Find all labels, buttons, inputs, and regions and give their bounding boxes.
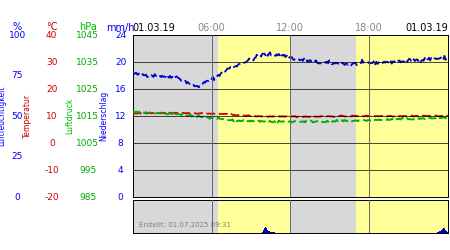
Bar [264, 228, 265, 232]
Bar [290, 200, 356, 232]
Text: 20: 20 [46, 84, 58, 94]
Bar [446, 231, 447, 232]
Bar [445, 230, 446, 232]
Text: 1035: 1035 [76, 58, 99, 66]
Text: -10: -10 [45, 166, 59, 174]
Text: 40: 40 [46, 30, 58, 40]
Text: 01.03.19: 01.03.19 [133, 24, 176, 34]
Text: Luftdruck: Luftdruck [65, 98, 74, 134]
Bar [133, 200, 218, 232]
Text: 12: 12 [115, 112, 126, 120]
Text: 1045: 1045 [76, 30, 99, 40]
Text: °C: °C [46, 22, 58, 32]
Bar [356, 35, 448, 197]
Text: 985: 985 [79, 192, 96, 202]
Bar [266, 228, 267, 232]
Bar [218, 35, 290, 197]
Text: 1015: 1015 [76, 112, 99, 120]
Text: 25: 25 [11, 152, 23, 161]
Text: 1005: 1005 [76, 138, 99, 147]
Text: 0: 0 [14, 192, 20, 202]
Text: Niederschlag: Niederschlag [99, 91, 108, 141]
Text: Erstellt: 01.07.2025 09:31: Erstellt: 01.07.2025 09:31 [139, 222, 231, 228]
Text: 4: 4 [118, 166, 123, 174]
Text: mm/h: mm/h [106, 22, 135, 32]
Bar [218, 200, 290, 232]
Text: 01.03.19: 01.03.19 [405, 24, 448, 34]
Text: 18:00: 18:00 [355, 24, 383, 34]
Text: 24: 24 [115, 30, 126, 40]
Text: 12:00: 12:00 [276, 24, 304, 34]
Bar [268, 231, 270, 232]
Text: -20: -20 [45, 192, 59, 202]
Text: 06:00: 06:00 [198, 24, 225, 34]
Text: 995: 995 [79, 166, 96, 174]
Text: 20: 20 [115, 58, 126, 66]
Text: 16: 16 [115, 84, 126, 94]
Text: %: % [13, 22, 22, 32]
Bar [356, 200, 448, 232]
Text: 75: 75 [11, 71, 23, 80]
Text: 8: 8 [118, 138, 123, 147]
Text: 30: 30 [46, 58, 58, 66]
Text: 1025: 1025 [76, 84, 99, 94]
Text: Temperatur: Temperatur [23, 94, 32, 138]
Bar [441, 230, 442, 232]
Bar [265, 227, 266, 232]
Text: 100: 100 [9, 30, 26, 40]
Text: 0: 0 [49, 138, 54, 147]
Text: 10: 10 [46, 112, 58, 120]
Bar [133, 35, 218, 197]
Bar [267, 230, 268, 232]
Bar [290, 35, 356, 197]
Text: hPa: hPa [79, 22, 97, 32]
Bar [443, 228, 444, 232]
Bar [263, 230, 264, 232]
Bar [444, 228, 445, 232]
Text: Luftfeuchtigkeit: Luftfeuchtigkeit [0, 86, 7, 146]
Bar [441, 229, 443, 232]
Text: 0: 0 [118, 192, 123, 202]
Text: 50: 50 [11, 112, 23, 120]
